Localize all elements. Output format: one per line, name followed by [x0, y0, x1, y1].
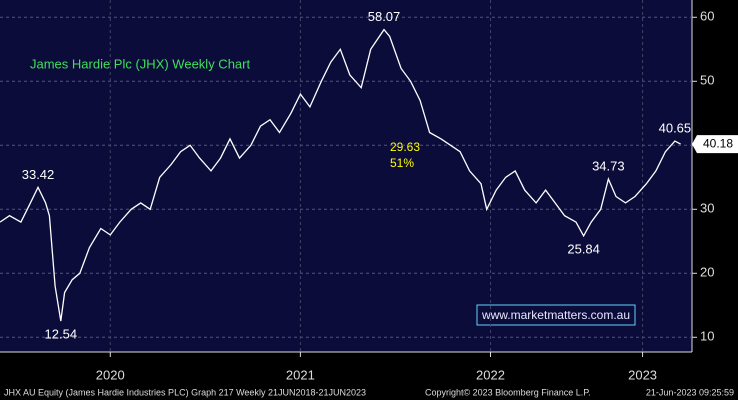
price-tag	[692, 135, 738, 154]
footer-left: JHX AU Equity (James Hardie Industries P…	[4, 387, 366, 397]
annotation: 51%	[390, 156, 414, 170]
y-tick-label: 20	[700, 265, 714, 280]
x-tick-label: 2023	[628, 367, 657, 382]
point-label: 33.42	[22, 167, 55, 182]
x-tick-label: 2022	[476, 367, 505, 382]
price-tag-label: 40.18	[703, 136, 733, 150]
x-tick-label: 2021	[286, 367, 315, 382]
point-label: 40.65	[659, 121, 692, 136]
point-label: 25.84	[567, 241, 600, 256]
watermark: www.marketmatters.com.au	[481, 308, 630, 322]
point-label: 58.07	[368, 9, 401, 24]
footer-copyright: Copyright© 2023 Bloomberg Finance L.P.	[425, 387, 591, 397]
y-tick-label: 60	[700, 9, 714, 24]
y-tick-label: 10	[700, 329, 714, 344]
plot-area	[0, 0, 692, 352]
price-line	[0, 28, 681, 322]
chart-title: James Hardie Plc (JHX) Weekly Chart	[30, 56, 250, 71]
point-label: 34.73	[592, 158, 625, 173]
x-tick-label: 2020	[96, 367, 125, 382]
footer-date: 21-Jun-2023 09:25:59	[646, 387, 734, 397]
point-label: 12.54	[45, 326, 78, 341]
y-tick-label: 50	[700, 73, 714, 88]
y-tick-label: 30	[700, 201, 714, 216]
annotation: 29.63	[390, 140, 420, 154]
watermark-box	[476, 304, 636, 326]
